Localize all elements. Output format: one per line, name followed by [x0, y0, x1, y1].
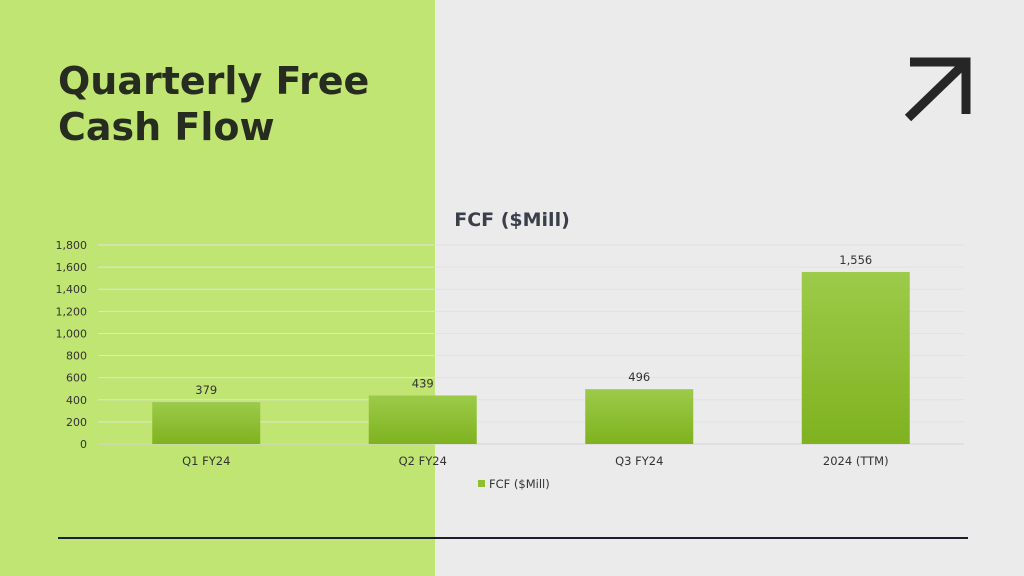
chart-title: FCF ($Mill): [454, 209, 570, 231]
y-tick-label: 600: [66, 372, 87, 385]
y-tick-label: 400: [66, 394, 87, 407]
y-tick-label: 1,000: [56, 327, 88, 340]
y-tick-label: 1,200: [56, 305, 88, 318]
slide-title-line-1: Quarterly Free: [58, 59, 370, 103]
x-axis-labels: Q1 FY24 Q2 FY24 Q3 FY24 2024 (TTM): [182, 454, 888, 468]
y-tick-label: 800: [66, 350, 87, 363]
y-tick-label: 0: [80, 438, 87, 451]
x-tick-label: Q1 FY24: [182, 454, 230, 468]
bar-data-label: 379: [195, 383, 217, 397]
bar-data-label: 496: [628, 370, 650, 384]
x-tick-label: Q2 FY24: [399, 454, 447, 468]
left-accent-panel: [0, 0, 435, 576]
y-tick-label: 1,800: [56, 239, 88, 252]
slide-title-line-2: Cash Flow: [58, 105, 275, 149]
bar: [585, 389, 694, 444]
bar-data-label: 439: [412, 376, 434, 390]
chart-legend: FCF ($Mill): [478, 477, 550, 491]
bar-data-label: 1,556: [839, 253, 872, 267]
x-tick-label: 2024 (TTM): [823, 454, 889, 468]
legend-label: FCF ($Mill): [489, 477, 550, 491]
y-axis-ticks: 0 200 400 600 800 1,000 1,200 1,400 1,600 1,800: [56, 239, 88, 451]
bar: [152, 402, 261, 444]
bar: [801, 271, 910, 444]
arrow-up-right-icon: [904, 57, 971, 122]
bar: [368, 395, 477, 444]
x-tick-label: Q3 FY24: [615, 454, 663, 468]
chart-bars: 379 439 496 1,556: [152, 253, 910, 444]
slide-title: Quarterly Free Cash Flow: [58, 58, 418, 150]
y-tick-label: 1,600: [56, 261, 88, 274]
bottom-divider: [58, 537, 968, 539]
legend-swatch: [478, 480, 485, 487]
y-tick-label: 200: [66, 416, 87, 429]
y-tick-label: 1,400: [56, 283, 88, 296]
